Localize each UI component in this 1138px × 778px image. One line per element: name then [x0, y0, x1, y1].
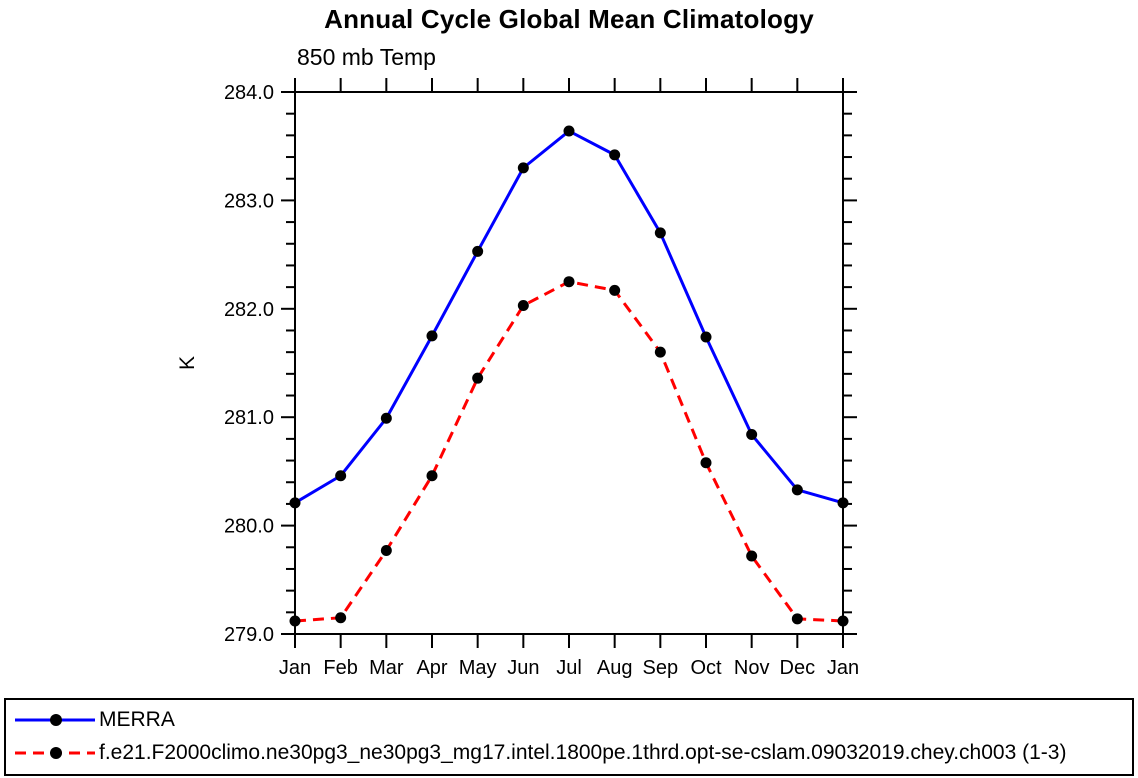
data-point-marker — [837, 615, 849, 627]
data-point-marker — [289, 497, 301, 509]
legend-label-model: f.e21.F2000climo.ne30pg3_ne30pg3_mg17.in… — [99, 740, 1067, 764]
data-point-marker — [472, 372, 484, 384]
legend-label-merra: MERRA — [99, 707, 175, 731]
data-point-marker — [426, 330, 438, 342]
chart-title: Annual Cycle Global Mean Climatology — [324, 4, 814, 34]
y-tick-label: 283.0 — [224, 190, 274, 212]
y-tick-label: 280.0 — [224, 516, 274, 538]
data-point-marker — [563, 276, 575, 288]
data-point-marker — [746, 550, 758, 562]
x-tick-label: Sep — [643, 657, 679, 679]
data-point-marker — [289, 615, 301, 627]
data-point-marker — [335, 612, 347, 624]
data-point-marker — [746, 429, 758, 441]
y-tick-label: 279.0 — [224, 624, 274, 646]
legend-marker-dot — [50, 713, 62, 726]
y-tick-label: 281.0 — [224, 407, 274, 429]
y-tick-label: 284.0 — [224, 82, 274, 104]
data-point-marker — [380, 412, 392, 424]
legend-entry-model: f.e21.F2000climo.ne30pg3_ne30pg3_mg17.in… — [12, 736, 1132, 769]
x-tick-label: Aug — [597, 657, 633, 679]
series-line-merra — [294, 129, 844, 505]
data-point-marker — [609, 149, 621, 161]
series-line-model — [294, 280, 844, 623]
data-point-marker — [517, 162, 529, 174]
x-tick-label: Nov — [734, 657, 770, 679]
data-point-marker — [609, 284, 621, 296]
y-tick-label: 282.0 — [224, 299, 274, 321]
legend-marker-dot — [50, 746, 62, 759]
data-point-marker — [426, 470, 438, 482]
data-point-marker — [700, 457, 712, 469]
x-tick-label: Jan — [279, 657, 311, 679]
data-point-marker — [335, 470, 347, 482]
x-tick-label: May — [459, 657, 497, 679]
x-tick-label: Apr — [416, 657, 447, 679]
data-point-marker — [791, 484, 803, 496]
data-point-marker — [837, 497, 849, 509]
x-tick-label: Oct — [690, 657, 722, 679]
x-tick-label: Jan — [827, 657, 859, 679]
x-tick-label: Jun — [507, 657, 539, 679]
legend-box: MERRA f.e21.F2000climo.ne30pg3_ne30pg3_m… — [4, 698, 1134, 776]
plot-frame — [294, 91, 844, 635]
data-point-marker — [563, 125, 575, 137]
chart-subtitle: 850 mb Temp — [297, 44, 436, 70]
data-point-marker — [654, 346, 666, 358]
data-point-marker — [472, 245, 484, 257]
data-point-marker — [380, 545, 392, 557]
plot-area: Jan Feb Mar Apr May Jun Jul Aug Sep Oct Nov Dec Jan2… — [224, 78, 859, 679]
x-tick-label: Mar — [369, 657, 404, 679]
x-tick-label: Feb — [323, 657, 357, 679]
data-point-marker — [791, 613, 803, 625]
data-point-marker — [654, 227, 666, 239]
legend-entry-merra: MERRA — [12, 703, 1132, 736]
legend-line-sample-model — [15, 746, 95, 759]
x-tick-label: Jul — [556, 657, 582, 679]
legend-line-sample-merra — [15, 713, 95, 726]
x-tick-label: Dec — [780, 657, 816, 679]
data-point-marker — [517, 300, 529, 312]
data-point-marker — [700, 331, 712, 343]
